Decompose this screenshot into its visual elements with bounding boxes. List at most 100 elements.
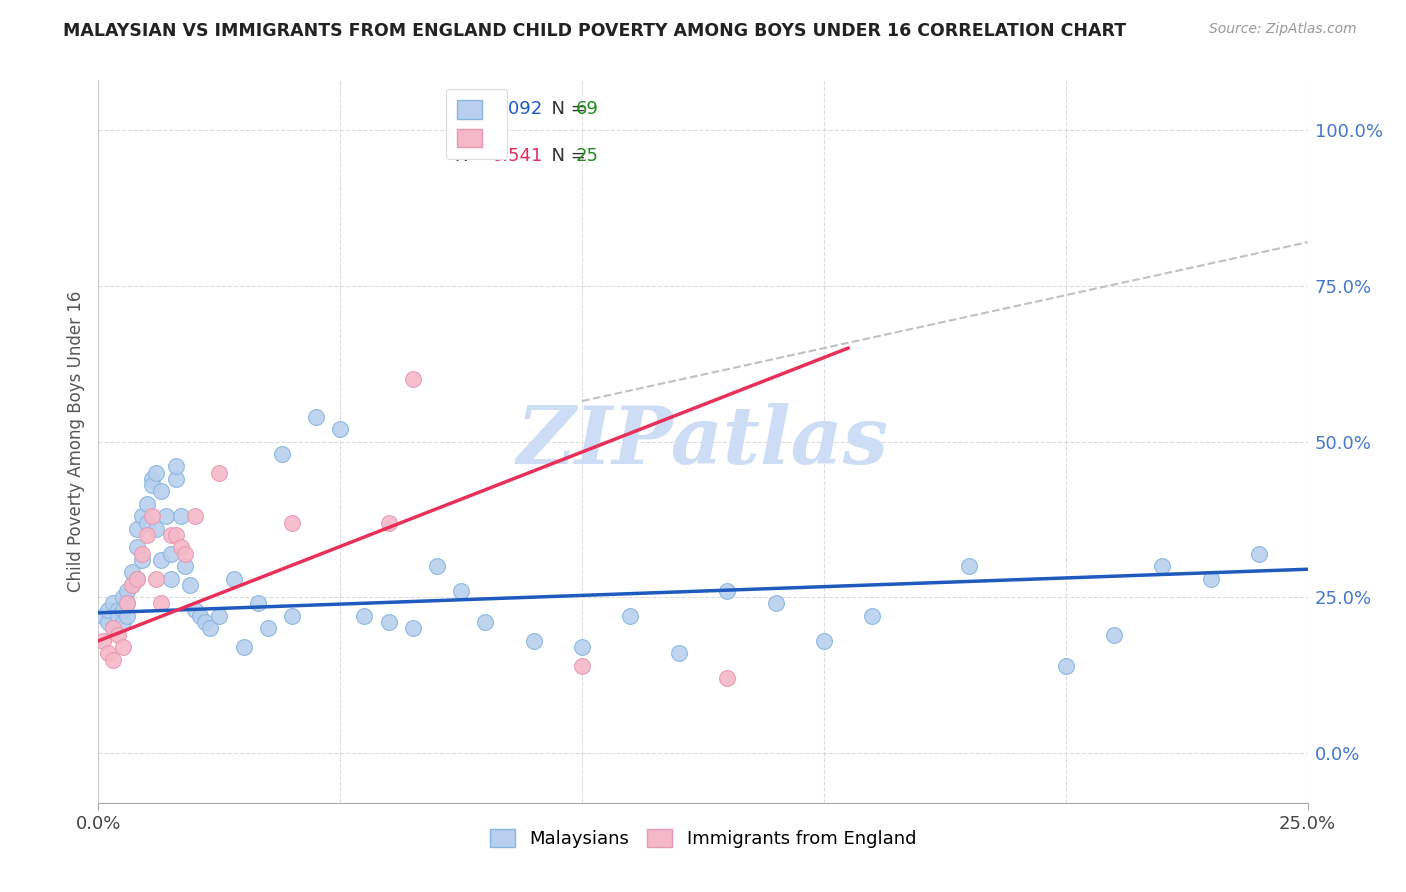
Point	[957, 559, 980, 574]
Point	[571, 640, 593, 654]
Point	[117, 597, 139, 611]
Point	[194, 615, 217, 630]
Point	[1152, 559, 1174, 574]
Text: R =: R =	[456, 147, 494, 165]
Point	[377, 615, 399, 630]
Point	[131, 509, 153, 524]
Point	[765, 597, 787, 611]
Point	[165, 528, 187, 542]
Point	[232, 640, 254, 654]
Point	[101, 597, 124, 611]
Point	[91, 633, 114, 648]
Point	[150, 597, 173, 611]
Legend: Malaysians, Immigrants from England: Malaysians, Immigrants from England	[478, 818, 928, 859]
Point	[135, 516, 157, 530]
Point	[329, 422, 352, 436]
Point	[135, 497, 157, 511]
Point	[101, 621, 124, 635]
Point	[716, 671, 738, 685]
Point	[150, 484, 173, 499]
Point	[131, 553, 153, 567]
Point	[1249, 547, 1271, 561]
Point	[571, 658, 593, 673]
Text: 25: 25	[576, 147, 599, 165]
Point	[619, 609, 641, 624]
Point	[169, 541, 191, 555]
Point	[174, 547, 197, 561]
Point	[127, 572, 149, 586]
Point	[305, 409, 328, 424]
Point	[426, 559, 449, 574]
Point	[208, 609, 231, 624]
Point	[160, 572, 183, 586]
Y-axis label: Child Poverty Among Boys Under 16: Child Poverty Among Boys Under 16	[66, 291, 84, 592]
Point	[860, 609, 883, 624]
Point	[111, 591, 134, 605]
Point	[716, 584, 738, 599]
Text: MALAYSIAN VS IMMIGRANTS FROM ENGLAND CHILD POVERTY AMONG BOYS UNDER 16 CORRELATI: MALAYSIAN VS IMMIGRANTS FROM ENGLAND CHI…	[63, 22, 1126, 40]
Point	[111, 640, 134, 654]
Point	[247, 597, 270, 611]
Point	[165, 472, 187, 486]
Point	[101, 621, 124, 635]
Text: 0.092: 0.092	[492, 100, 543, 118]
Point	[101, 652, 124, 666]
Point	[121, 578, 143, 592]
Point	[169, 509, 191, 524]
Point	[97, 603, 120, 617]
Point	[117, 609, 139, 624]
Text: R =: R =	[456, 100, 494, 118]
Point	[184, 603, 207, 617]
Point	[107, 603, 129, 617]
Point	[208, 466, 231, 480]
Point	[97, 615, 120, 630]
Point	[150, 553, 173, 567]
Point	[91, 609, 114, 624]
Text: ZIPatlas: ZIPatlas	[517, 403, 889, 480]
Point	[145, 522, 167, 536]
Point	[450, 584, 472, 599]
Point	[145, 572, 167, 586]
Point	[353, 609, 375, 624]
Point	[1054, 658, 1077, 673]
Point	[184, 509, 207, 524]
Point	[174, 559, 197, 574]
Point	[523, 633, 546, 648]
Point	[160, 547, 183, 561]
Point	[165, 459, 187, 474]
Point	[281, 609, 304, 624]
Text: 0.541: 0.541	[492, 147, 543, 165]
Text: N =: N =	[540, 147, 592, 165]
Point	[127, 572, 149, 586]
Point	[117, 597, 139, 611]
Point	[188, 609, 211, 624]
Point	[256, 621, 278, 635]
Point	[141, 509, 163, 524]
Point	[127, 522, 149, 536]
Point	[402, 372, 425, 386]
Point	[155, 509, 177, 524]
Point	[281, 516, 304, 530]
Point	[121, 566, 143, 580]
Point	[179, 578, 201, 592]
Point	[97, 646, 120, 660]
Point	[160, 528, 183, 542]
Text: N =: N =	[540, 100, 592, 118]
Point	[377, 516, 399, 530]
Point	[222, 572, 245, 586]
Point	[135, 528, 157, 542]
Point	[271, 447, 294, 461]
Point	[484, 136, 506, 150]
Point	[141, 478, 163, 492]
Point	[141, 472, 163, 486]
Point	[131, 547, 153, 561]
Point	[1199, 572, 1222, 586]
Point	[1102, 627, 1125, 641]
Point	[117, 584, 139, 599]
Point	[107, 609, 129, 624]
Point	[198, 621, 221, 635]
Point	[813, 633, 835, 648]
Point	[668, 646, 690, 660]
Point	[474, 615, 496, 630]
Point	[145, 466, 167, 480]
